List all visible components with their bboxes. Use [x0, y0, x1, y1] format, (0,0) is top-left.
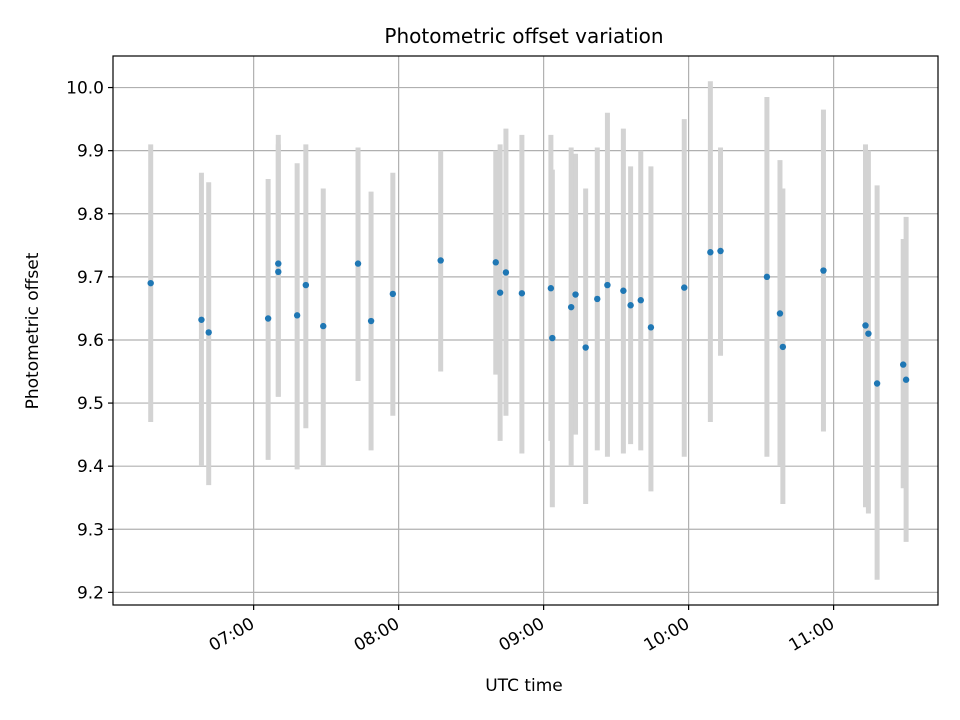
data-point	[302, 281, 310, 289]
data-point	[437, 257, 444, 264]
grid	[113, 56, 938, 605]
data-point	[627, 302, 634, 309]
data-point	[873, 380, 881, 387]
data-point	[902, 376, 910, 383]
y-axis-label: Photometric offset	[23, 252, 43, 409]
y-tick-label: 10.0	[66, 79, 104, 99]
chart-title: Photometric offset variation	[384, 24, 663, 48]
data-point	[320, 322, 327, 330]
y-tick-label: 9.4	[77, 457, 104, 477]
data-point	[389, 290, 397, 298]
data-point	[502, 269, 510, 276]
data-point	[547, 285, 555, 292]
data-point	[707, 249, 714, 256]
y-tick-label: 9.5	[77, 394, 104, 414]
data-point	[496, 289, 504, 296]
y-axis-ticks: 9.2 9.3 9.4 9.5 9.6 9.7 9.8 9.9 10.0	[66, 79, 113, 603]
data-point	[620, 287, 627, 294]
data-point	[820, 267, 827, 274]
data-point	[205, 329, 212, 336]
data-point	[549, 334, 556, 342]
data-point	[518, 290, 526, 297]
data-points	[147, 247, 910, 387]
data-point	[637, 297, 644, 304]
data-point	[862, 322, 869, 329]
data-point	[264, 315, 272, 322]
y-tick-label: 9.2	[77, 583, 104, 603]
data-point	[275, 268, 282, 276]
data-point	[594, 295, 601, 303]
data-point	[367, 317, 375, 325]
data-point	[147, 279, 154, 287]
data-point	[763, 273, 771, 281]
data-point	[865, 330, 872, 337]
plot-area-frame	[112, 55, 939, 606]
data-point	[681, 284, 688, 291]
y-tick-label: 9.7	[77, 268, 104, 288]
data-point	[717, 247, 724, 255]
data-point	[900, 361, 907, 368]
data-point	[779, 343, 787, 351]
data-point	[647, 324, 655, 331]
data-point	[198, 316, 205, 323]
x-axis-label: UTC time	[485, 676, 563, 696]
data-point	[567, 303, 575, 311]
y-tick-label: 9.6	[77, 331, 104, 351]
data-point	[293, 312, 301, 319]
data-point	[275, 260, 282, 267]
data-point	[582, 344, 589, 351]
y-tick-label: 9.9	[77, 142, 104, 162]
data-point	[604, 281, 611, 289]
data-point	[354, 260, 362, 267]
data-point	[492, 259, 499, 266]
data-point	[572, 291, 579, 298]
y-tick-label: 9.8	[77, 205, 104, 225]
y-tick-label: 9.3	[77, 520, 104, 540]
data-point	[776, 310, 784, 317]
